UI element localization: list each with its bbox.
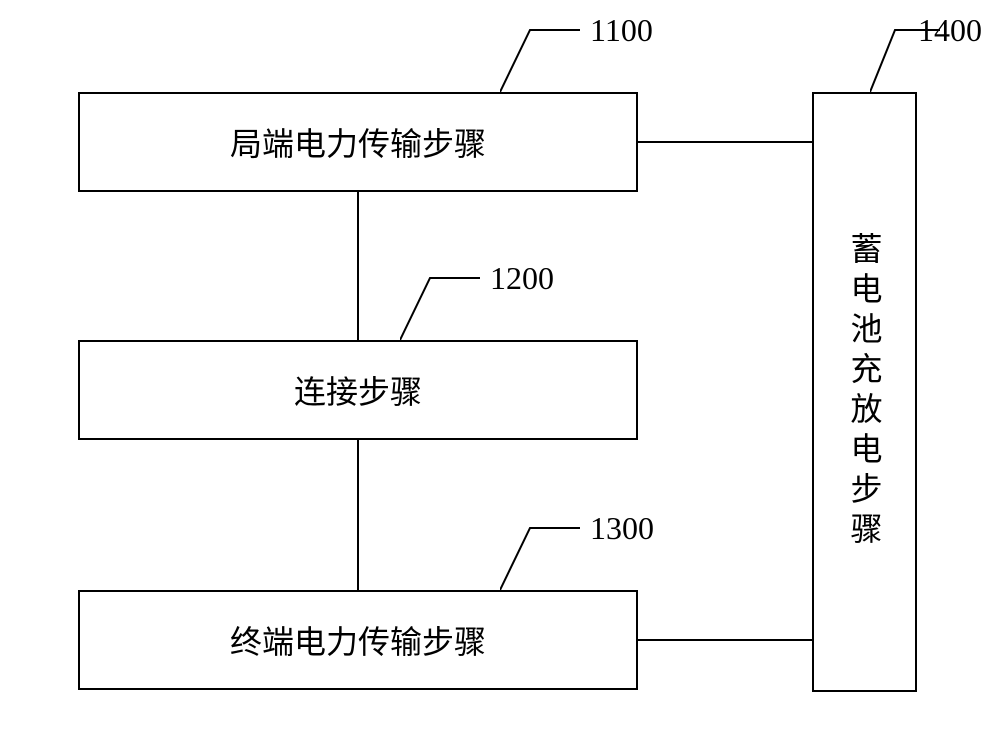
connector-box3-box4: [638, 639, 812, 641]
connector-box2-box3: [357, 440, 359, 590]
callout-1200: 1200: [490, 260, 554, 297]
callout-line-1100: [500, 20, 580, 92]
callout-1100: 1100: [590, 12, 653, 49]
diagram-container: 局端电力传输步骤 连接步骤 终端电力传输步骤 蓄电池充放电步骤 1100 120…: [0, 0, 1000, 732]
callout-1400: 1400: [918, 12, 982, 49]
box3-label: 终端电力传输步骤: [230, 617, 486, 663]
connector-box1-box2: [357, 192, 359, 340]
box-connection-step: 连接步骤: [78, 340, 638, 440]
callout-1300: 1300: [590, 510, 654, 547]
box1-label: 局端电力传输步骤: [230, 119, 486, 165]
box-local-power-transmission: 局端电力传输步骤: [78, 92, 638, 192]
callout-line-1300: [500, 518, 580, 590]
box2-label: 连接步骤: [294, 367, 422, 413]
box-battery-charge-discharge: 蓄电池充放电步骤: [812, 92, 917, 692]
box4-label: 蓄电池充放电步骤: [849, 232, 881, 552]
callout-line-1200: [400, 268, 480, 340]
connector-box1-box4: [638, 141, 812, 143]
box-terminal-power-transmission: 终端电力传输步骤: [78, 590, 638, 690]
